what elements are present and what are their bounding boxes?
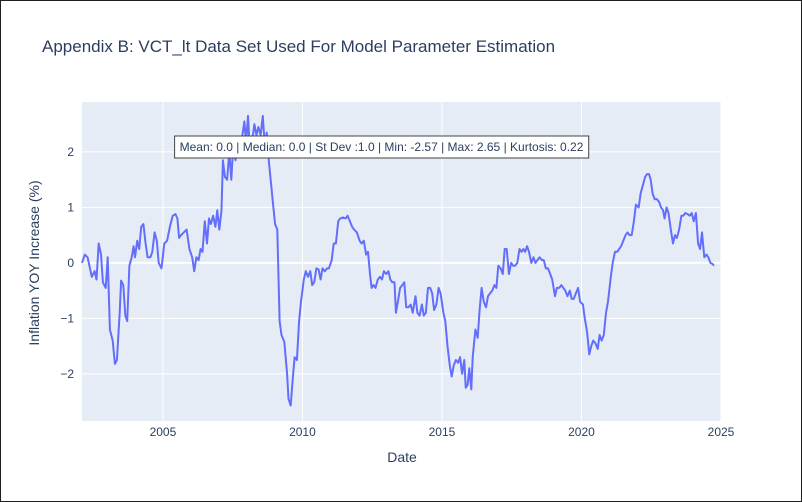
- x-tick-label: 2005: [150, 425, 177, 439]
- y-axis-ticks: −2 −1 0 1 2: [60, 145, 74, 381]
- y-tick-label: 1: [67, 200, 74, 214]
- x-tick-label: 2015: [429, 425, 456, 439]
- y-tick-label: 2: [67, 145, 74, 159]
- annotation-text: Mean: 0.0 | Median: 0.0 | St Dev :1.0 | …: [180, 140, 584, 154]
- x-tick-label: 2025: [708, 425, 735, 439]
- x-tick-label: 2010: [289, 425, 316, 439]
- series-line: [81, 114, 715, 407]
- y-tick-label: 0: [67, 256, 74, 270]
- series-layer: [81, 114, 715, 407]
- x-tick-label: 2020: [568, 425, 595, 439]
- y-axis-title: Inflation YOY Increase (%): [26, 180, 42, 345]
- stats-annotation: Mean: 0.0 | Median: 0.0 | St Dev :1.0 | …: [174, 135, 590, 159]
- chart-title: Appendix B: VCT_lt Data Set Used For Mod…: [42, 37, 555, 56]
- x-axis-title: Date: [387, 449, 417, 465]
- y-tick-label: −2: [60, 367, 74, 381]
- annotation-box: [174, 135, 590, 159]
- y-tick-label: −1: [60, 311, 74, 325]
- x-axis-ticks: 2005 2010 2015 2020 2025: [150, 425, 735, 439]
